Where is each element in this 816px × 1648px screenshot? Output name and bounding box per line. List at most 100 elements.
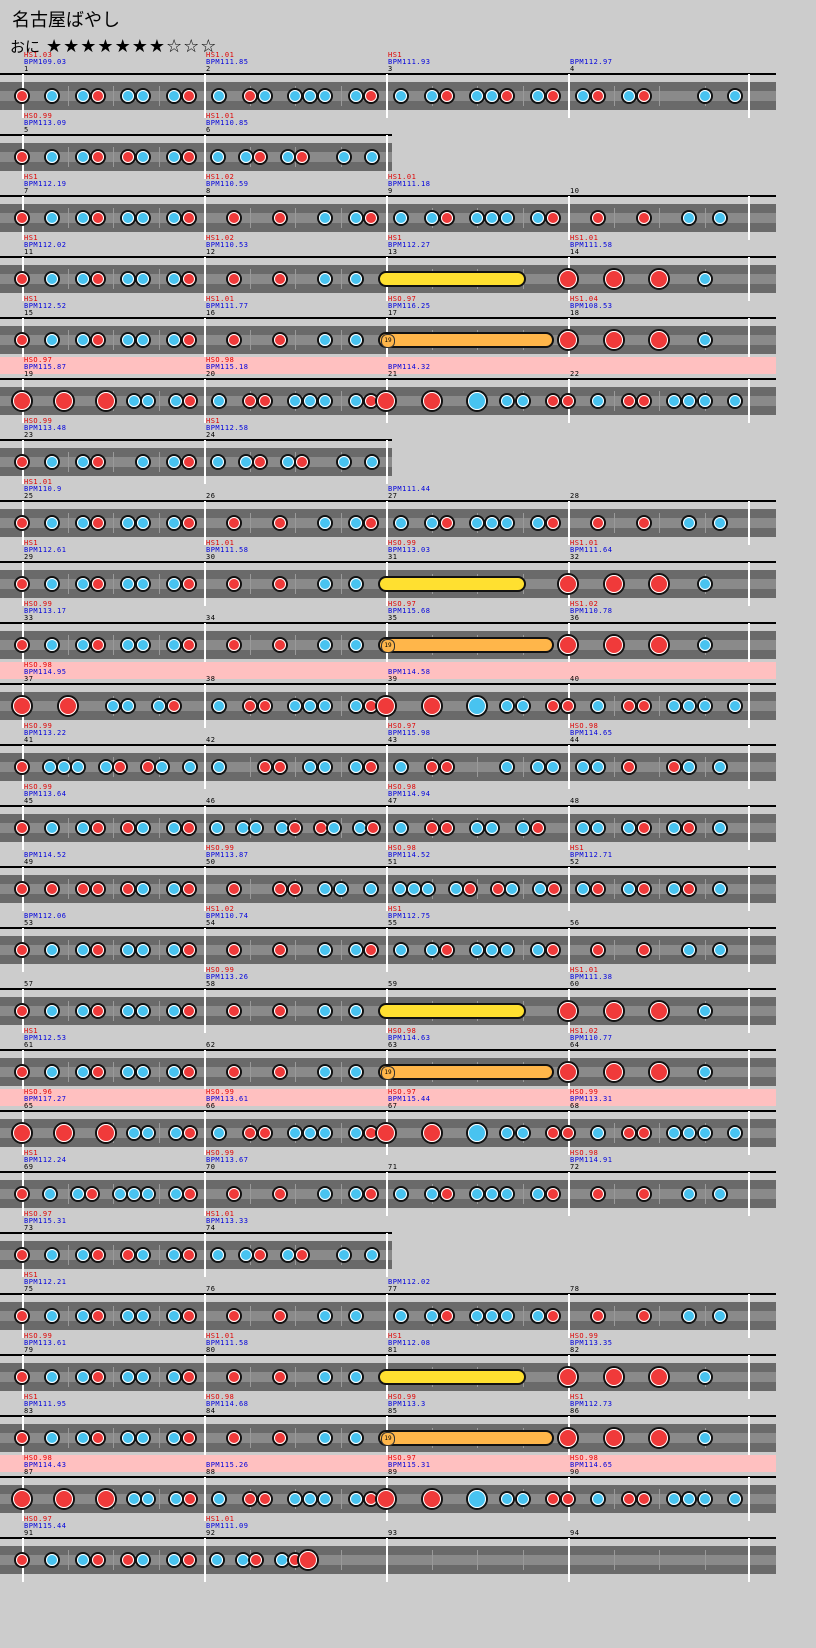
lane-top-line xyxy=(0,744,776,746)
beat-line xyxy=(158,330,160,350)
don-note xyxy=(89,1430,106,1446)
ka-note xyxy=(726,698,743,714)
balloon-roll: 19 xyxy=(378,1064,554,1080)
beat-line xyxy=(113,452,114,472)
beat-line xyxy=(704,513,706,533)
ka-note xyxy=(165,88,182,104)
ka-note xyxy=(392,881,408,897)
don-note xyxy=(438,1186,455,1202)
bpm-label: BPM111.09 xyxy=(206,1522,249,1530)
chart-row: BPM114.52 49 HSO.99 BPM113.87 50 HSO.98 BPM114… xyxy=(0,844,776,911)
ka-note xyxy=(165,576,182,592)
lane-inner xyxy=(0,884,776,894)
beat-line xyxy=(659,757,660,777)
don-note xyxy=(271,1064,288,1080)
hs-label: HS1 xyxy=(24,173,39,181)
big-don-note xyxy=(602,634,625,656)
bpm-label: BPM113.61 xyxy=(206,1095,249,1103)
bpm-label: BPM115.18 xyxy=(206,363,249,371)
ka-note xyxy=(514,393,531,409)
don-note xyxy=(14,576,30,592)
lane-inner xyxy=(0,1555,776,1565)
measure-number: 77 xyxy=(388,1285,398,1293)
ka-note xyxy=(362,881,379,897)
measure-number: 82 xyxy=(570,1346,580,1354)
don-note xyxy=(635,515,652,531)
big-don-note xyxy=(297,1549,319,1571)
ka-note xyxy=(42,1186,58,1202)
measure-barline xyxy=(386,1172,388,1216)
ka-note xyxy=(504,881,520,897)
don-note xyxy=(362,759,379,775)
beat-line xyxy=(67,452,69,472)
ka-note xyxy=(347,1064,364,1080)
ka-note xyxy=(529,759,546,775)
beat-line xyxy=(613,757,615,777)
ka-note xyxy=(150,698,167,714)
ka-note xyxy=(211,393,228,409)
beat-line xyxy=(613,1123,615,1143)
beat-line xyxy=(158,452,160,472)
chart-row: HS1 BPM112.19 7 HS1.02 BPM110.59 8 HS1.01 BPM11… xyxy=(0,173,776,240)
don-note xyxy=(544,393,561,409)
lane-top-line xyxy=(0,1110,776,1112)
measure-number: 25 xyxy=(24,492,34,500)
lane-top-line xyxy=(0,866,776,868)
hs-label: HS1 xyxy=(388,51,403,59)
hs-label: HSO.98 xyxy=(388,844,417,852)
measure-barline-end xyxy=(748,74,750,118)
ka-note xyxy=(302,698,319,714)
measure-barline-end xyxy=(748,745,750,789)
ka-note xyxy=(317,576,334,592)
ka-note xyxy=(681,1491,698,1507)
chart-row: HS1 BPM112.02 11 HS1.02 BPM110.53 12 HS1 BPM112… xyxy=(0,234,776,301)
beat-line xyxy=(295,1306,296,1326)
hs-label: HSO.98 xyxy=(206,1393,235,1401)
beat-line xyxy=(113,635,114,655)
don-note xyxy=(271,1186,288,1202)
measure-number: 88 xyxy=(206,1468,216,1476)
measure-number: 12 xyxy=(206,248,216,256)
ka-note xyxy=(317,271,334,287)
don-note xyxy=(620,393,637,409)
ka-note xyxy=(120,1369,137,1385)
bpm-label: BPM115.31 xyxy=(24,1217,67,1225)
hs-label: HS1.01 xyxy=(570,966,599,974)
don-note xyxy=(241,393,258,409)
measure-barline-end xyxy=(748,1111,750,1155)
big-don-note xyxy=(602,573,625,595)
beat-line xyxy=(158,269,160,289)
bpm-label: BPM108.53 xyxy=(570,302,613,310)
beat-line xyxy=(249,330,251,350)
lane-inner xyxy=(0,762,776,772)
ka-note xyxy=(336,454,352,470)
ka-note xyxy=(590,698,607,714)
don-note xyxy=(423,759,440,775)
measure-number: 26 xyxy=(206,492,216,500)
measure-number: 65 xyxy=(24,1102,34,1110)
don-note xyxy=(180,576,197,592)
don-note xyxy=(14,1430,30,1446)
ka-note xyxy=(696,271,713,287)
big-ka-note xyxy=(466,1488,488,1510)
beat-line xyxy=(158,513,160,533)
don-note xyxy=(120,1552,137,1568)
don-note xyxy=(362,942,379,958)
measure-number: 76 xyxy=(206,1285,216,1293)
ka-note xyxy=(135,332,152,348)
measure-number: 90 xyxy=(570,1468,580,1476)
measure-barline-end xyxy=(748,257,750,301)
don-note xyxy=(180,271,197,287)
ka-note xyxy=(165,881,182,897)
don-note xyxy=(423,820,440,836)
don-note xyxy=(241,698,258,714)
measure-number: 50 xyxy=(206,858,216,866)
big-don-note xyxy=(557,268,579,290)
hs-label: HSO.98 xyxy=(24,661,53,669)
bpm-label: BPM110.53 xyxy=(206,241,249,249)
ka-note xyxy=(44,271,61,287)
bpm-label: BPM113.31 xyxy=(570,1095,613,1103)
bpm-label: BPM113.48 xyxy=(24,424,67,432)
measure-number: 84 xyxy=(206,1407,216,1415)
hs-label: HS1.02 xyxy=(206,234,235,242)
